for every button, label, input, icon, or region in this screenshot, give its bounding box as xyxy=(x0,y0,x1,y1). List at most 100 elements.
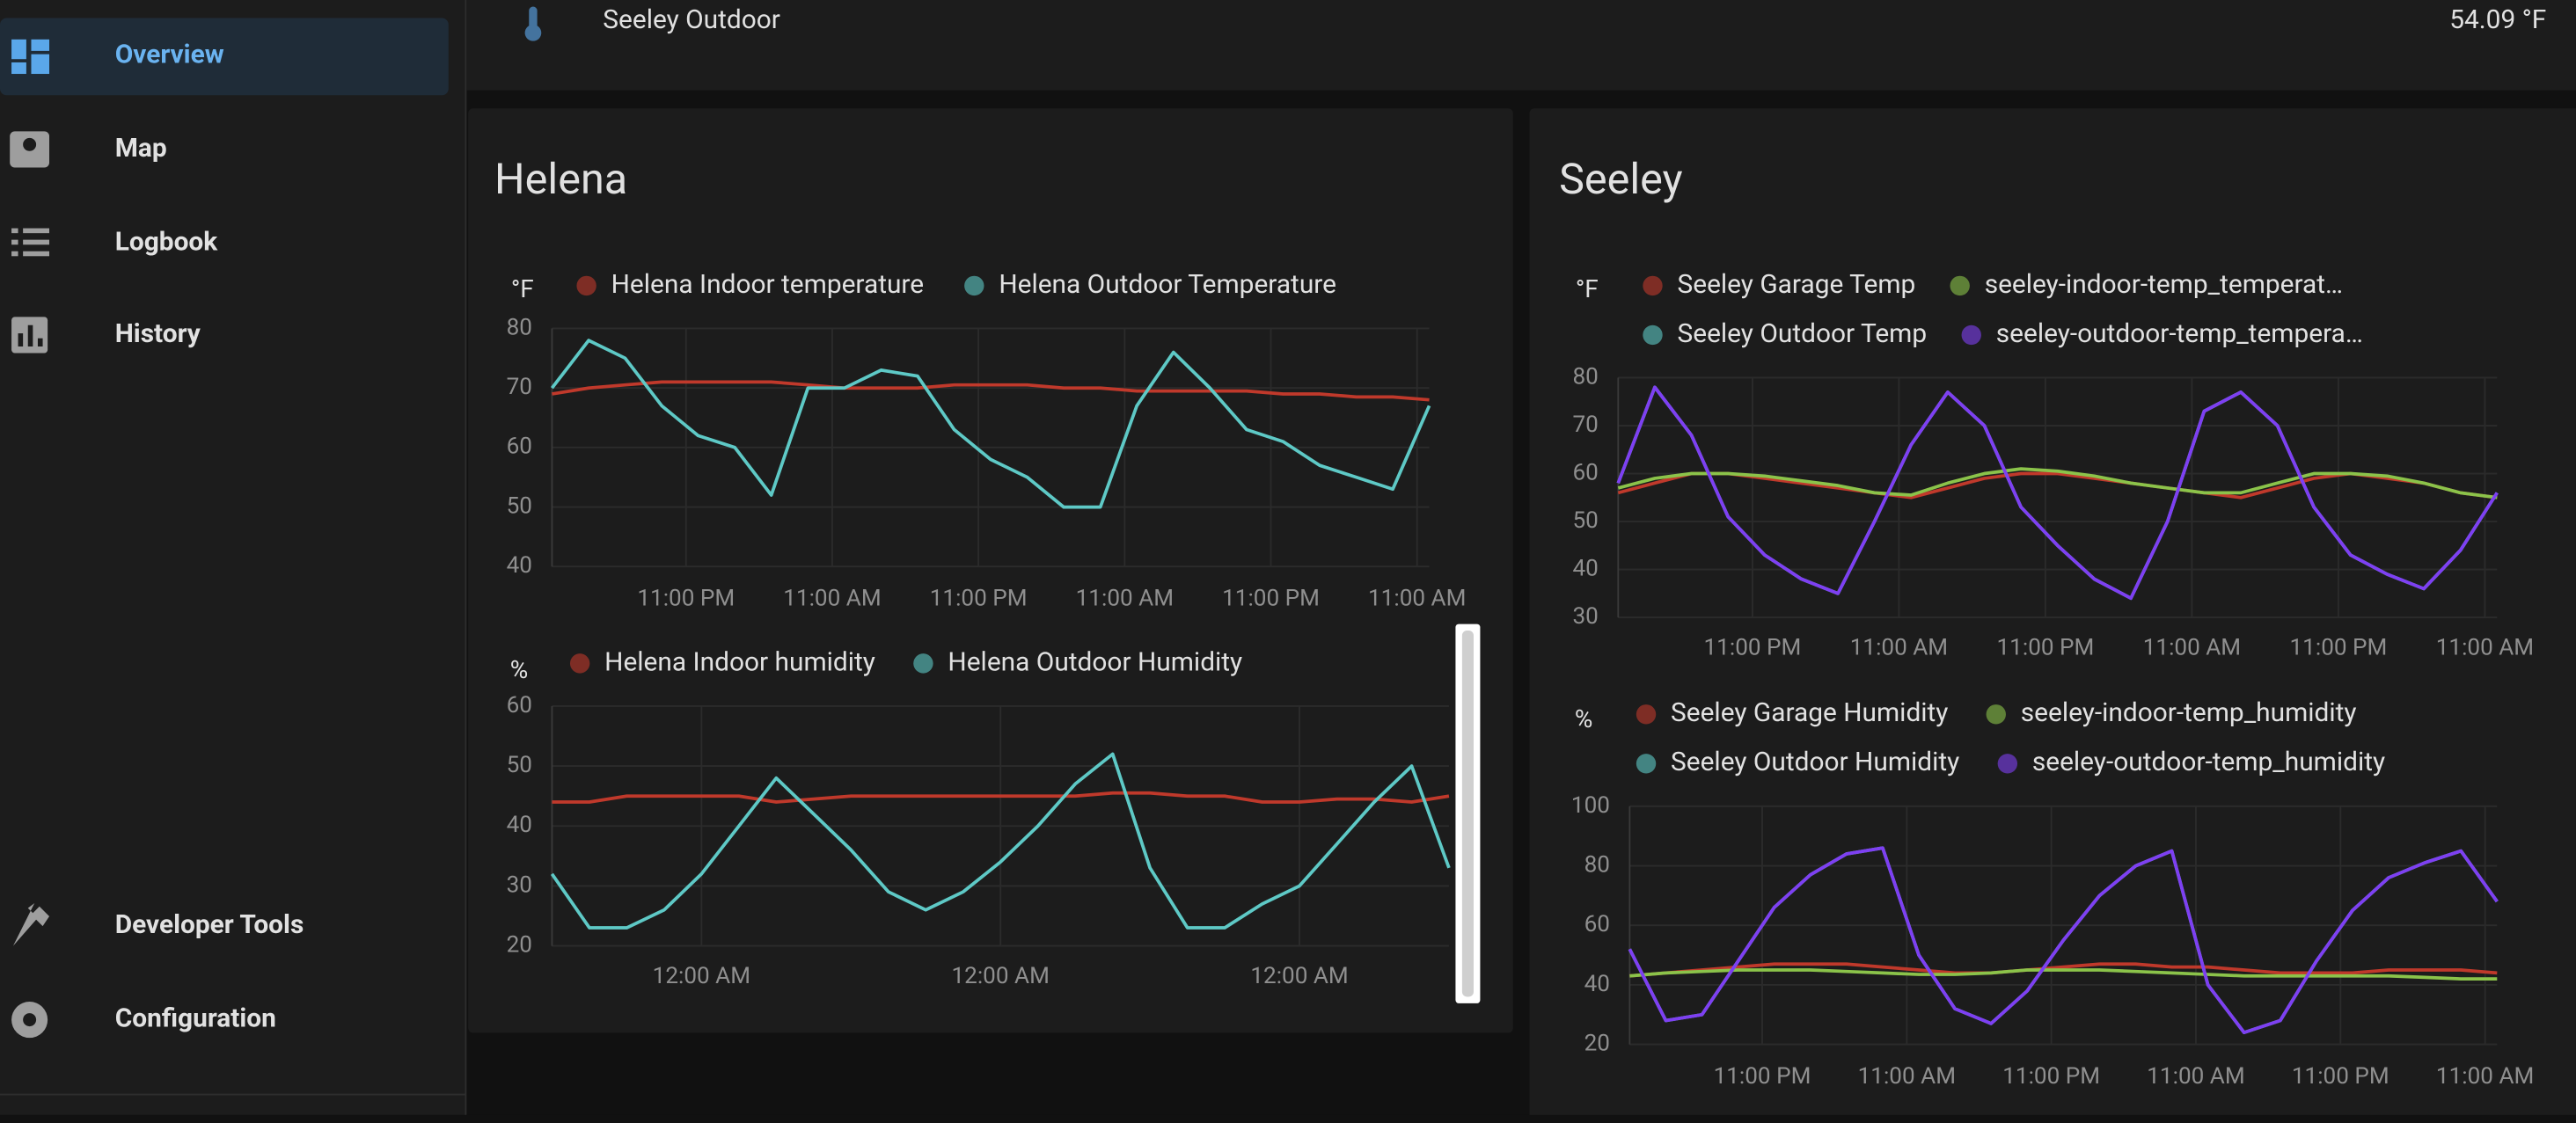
x-tick-label: 11:00 AM xyxy=(1850,634,1948,660)
legend-marker xyxy=(576,275,596,296)
legend-marker xyxy=(1643,275,1663,296)
x-tick-label: 11:00 PM xyxy=(2292,1063,2389,1090)
nav-icon xyxy=(11,39,50,75)
scrollbar-thumb[interactable] xyxy=(1461,631,1474,997)
entity-card xyxy=(466,0,2576,91)
y-tick-label: 30 xyxy=(1573,603,1599,630)
series-line xyxy=(552,380,1430,402)
y-tick-label: 60 xyxy=(507,692,532,718)
y-axis-unit: °F xyxy=(1576,274,1599,303)
y-tick-label: 20 xyxy=(507,931,532,958)
y-tick-label: 80 xyxy=(1584,851,1610,878)
legend-marker xyxy=(569,653,590,674)
series-line xyxy=(1617,467,2498,500)
legend-marker xyxy=(1643,325,1663,346)
nav-item[interactable]: Overview xyxy=(115,39,224,69)
card-title: Helena xyxy=(494,154,627,204)
y-tick-label: 40 xyxy=(1573,555,1599,581)
legend-marker xyxy=(964,275,984,296)
legend-label: Helena Outdoor Temperature xyxy=(999,269,1336,300)
y-tick-label: 50 xyxy=(507,492,532,519)
y-tick-label: 40 xyxy=(1584,971,1610,997)
y-tick-label: 80 xyxy=(507,314,532,340)
x-tick-label: 11:00 PM xyxy=(1704,634,1802,660)
y-tick-label: 70 xyxy=(1573,412,1599,438)
y-tick-label: 60 xyxy=(507,434,532,460)
legend-label: Seeley Outdoor Humidity xyxy=(1671,747,1959,777)
entity-state: 54.09 °F xyxy=(2449,4,2546,35)
x-tick-label: 12:00 AM xyxy=(951,963,1049,989)
legend-marker xyxy=(1961,325,1981,346)
sidebar xyxy=(0,0,465,1115)
series-line xyxy=(1616,385,2499,601)
nav-item[interactable]: Configuration xyxy=(115,1003,276,1033)
card xyxy=(1529,108,2576,1123)
legend-marker xyxy=(913,653,933,674)
series-line xyxy=(550,339,1431,509)
nav-item[interactable]: Map xyxy=(115,133,167,164)
series-line xyxy=(1629,962,2498,978)
y-axis-unit: % xyxy=(510,655,529,684)
nav-item[interactable]: History xyxy=(115,318,201,349)
y-tick-label: 40 xyxy=(507,552,532,579)
legend-label: seeley-indoor-temp_humidity xyxy=(2021,697,2357,728)
series-line xyxy=(1628,846,2499,1035)
y-tick-label: 20 xyxy=(1584,1031,1610,1057)
y-tick-label: 60 xyxy=(1584,911,1610,937)
x-tick-label: 11:00 AM xyxy=(1368,585,1466,611)
legend-label: Seeley Outdoor Temp xyxy=(1678,318,1928,349)
legend-label: Seeley Garage Temp xyxy=(1678,269,1916,300)
card xyxy=(468,108,1513,1033)
x-tick-label: 11:00 PM xyxy=(2002,1063,2100,1090)
thermometer-icon xyxy=(524,25,542,41)
legend-marker xyxy=(1986,704,2006,725)
x-tick-label: 11:00 AM xyxy=(1858,1063,1956,1090)
series-line xyxy=(552,791,1450,804)
nav-item[interactable]: Logbook xyxy=(115,226,219,257)
legend-label: seeley-outdoor-temp_tempera… xyxy=(1996,318,2363,349)
legend-label: seeley-outdoor-temp_humidity xyxy=(2032,747,2385,777)
nav-icon xyxy=(23,137,37,151)
nav-item[interactable]: Developer Tools xyxy=(115,909,304,940)
legend-label: Helena Outdoor Humidity xyxy=(948,646,1242,677)
legend-label: seeley-indoor-temp_temperat… xyxy=(1985,269,2343,300)
nav-icon xyxy=(18,325,43,347)
y-axis-unit: °F xyxy=(511,274,534,303)
y-axis-unit: % xyxy=(1575,704,1593,733)
legend-label: Helena Indoor temperature xyxy=(611,269,924,300)
x-tick-label: 11:00 AM xyxy=(2436,634,2534,660)
y-tick-label: 100 xyxy=(1571,792,1610,819)
nav-icon xyxy=(23,1013,37,1027)
x-tick-label: 11:00 AM xyxy=(2147,1063,2244,1090)
x-tick-label: 12:00 AM xyxy=(653,963,750,989)
legend-marker xyxy=(1950,275,1970,296)
y-tick-label: 70 xyxy=(507,374,532,400)
x-tick-label: 11:00 AM xyxy=(2143,634,2241,660)
legend-marker xyxy=(1636,704,1657,725)
x-tick-label: 11:00 PM xyxy=(930,585,1028,611)
y-tick-label: 30 xyxy=(507,871,532,898)
card-title: Seeley xyxy=(1559,154,1683,204)
y-tick-label: 40 xyxy=(507,812,532,838)
x-tick-label: 11:00 AM xyxy=(783,585,881,611)
series-line xyxy=(550,752,1451,930)
nav-icon xyxy=(12,903,50,946)
entity-name[interactable]: Seeley Outdoor xyxy=(603,4,780,35)
series-line xyxy=(1629,968,2498,981)
legend-label: Seeley Garage Humidity xyxy=(1671,697,1948,728)
y-tick-label: 60 xyxy=(1573,459,1599,485)
legend-label: Helena Indoor humidity xyxy=(604,646,875,677)
x-tick-label: 11:00 AM xyxy=(1076,585,1174,611)
legend-marker xyxy=(1636,754,1657,774)
x-tick-label: 12:00 AM xyxy=(1250,963,1348,989)
x-tick-label: 11:00 PM xyxy=(1222,585,1320,611)
y-tick-label: 80 xyxy=(1573,363,1599,390)
y-tick-label: 50 xyxy=(1573,507,1599,534)
nav-active xyxy=(0,18,449,96)
x-tick-label: 11:00 PM xyxy=(2290,634,2388,660)
x-tick-label: 11:00 PM xyxy=(1997,634,2095,660)
legend-marker xyxy=(1997,754,2018,774)
x-tick-label: 11:00 PM xyxy=(1714,1063,1811,1090)
